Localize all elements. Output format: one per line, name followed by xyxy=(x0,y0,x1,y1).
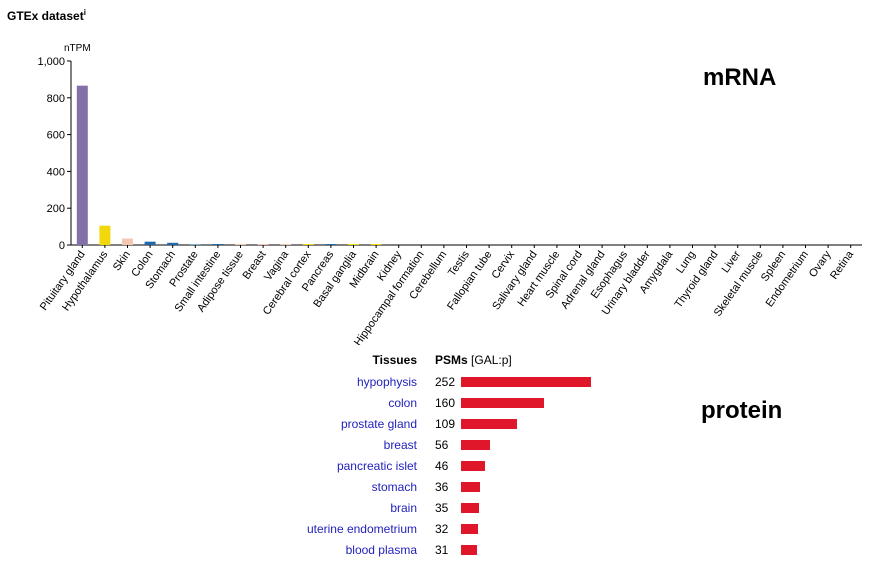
bar xyxy=(122,238,133,245)
bar xyxy=(99,225,111,245)
psms-value: 56 xyxy=(435,438,449,452)
psms-value: 46 xyxy=(435,459,449,473)
psms-value: 160 xyxy=(435,396,456,410)
tissue-link[interactable]: blood plasma xyxy=(345,543,417,557)
psms-header: PSMs [GAL:p] xyxy=(435,353,512,367)
tissue-link[interactable]: breast xyxy=(383,438,417,452)
bar xyxy=(302,244,314,245)
psms-value: 35 xyxy=(435,501,449,515)
tissue-link[interactable]: stomach xyxy=(371,480,417,494)
psms-bar xyxy=(461,377,591,387)
bar xyxy=(189,244,201,245)
table-row: pancreatic islet 46 xyxy=(290,459,690,480)
bar xyxy=(257,244,269,245)
tissue-link[interactable]: pancreatic islet xyxy=(336,459,417,473)
tissues-header: Tissues xyxy=(372,353,417,367)
tissue-link[interactable]: brain xyxy=(390,501,417,515)
tissue-link[interactable]: uterine endometrium xyxy=(306,522,417,536)
psms-bar xyxy=(461,503,480,513)
psms-bar xyxy=(461,482,480,492)
bar xyxy=(212,244,224,245)
y-tick-label: 600 xyxy=(47,130,65,142)
bar xyxy=(235,244,246,245)
y-axis-label: nTPM xyxy=(64,43,91,54)
mrna-label: mRNA xyxy=(703,64,777,91)
info-icon[interactable]: i xyxy=(83,8,86,17)
bar xyxy=(167,242,179,245)
psms-bar xyxy=(461,398,544,408)
bar xyxy=(348,244,359,245)
psms-value: 36 xyxy=(435,480,449,494)
table-row: uterine endometrium 32 xyxy=(290,522,690,543)
protein-label: protein xyxy=(701,397,783,424)
bar xyxy=(325,244,337,245)
bar xyxy=(280,244,292,245)
table-row: stomach 36 xyxy=(290,480,690,501)
psms-unit: [GAL:p] xyxy=(471,353,512,367)
y-tick-label: 400 xyxy=(47,166,65,178)
y-tick-label: 1,000 xyxy=(37,56,65,68)
bar xyxy=(76,85,88,245)
y-tick-label: 200 xyxy=(47,203,65,215)
x-tick-label: Retina xyxy=(828,248,857,282)
table-row: blood plasma 31 xyxy=(290,543,690,564)
title-text: GTEx dataset xyxy=(7,9,84,23)
psms-bar xyxy=(461,524,478,534)
table-row: colon 160 xyxy=(290,396,690,417)
bar xyxy=(144,241,156,245)
table-row: breast 56 xyxy=(290,438,690,459)
psms-value: 109 xyxy=(435,417,456,431)
tissue-link[interactable]: hypophysis xyxy=(356,375,417,389)
psms-value: 31 xyxy=(435,543,449,557)
x-tick-label: Thyroid gland xyxy=(672,249,720,310)
psms-value: 252 xyxy=(435,375,456,389)
chart-title: GTEx dataseti xyxy=(7,8,86,23)
tissue-link[interactable]: colon xyxy=(388,396,417,410)
table-row: prostate gland 109 xyxy=(290,417,690,438)
table-row: brain 35 xyxy=(290,501,690,522)
psms-value: 32 xyxy=(435,522,449,536)
table-row: hypophysis 252 xyxy=(290,375,690,396)
psms-bar xyxy=(461,461,485,471)
psms-bar xyxy=(461,440,490,450)
psms-bar xyxy=(461,419,518,429)
psms-bar xyxy=(461,545,477,555)
psms-header-label: PSMs xyxy=(435,353,468,367)
protein-table-header: Tissues PSMs [GAL:p] xyxy=(290,353,690,374)
x-tick-label: Skin xyxy=(111,249,133,273)
y-tick-label: 800 xyxy=(47,93,65,105)
y-tick-label: 0 xyxy=(59,240,65,252)
bar xyxy=(370,244,382,245)
tissue-link[interactable]: prostate gland xyxy=(340,417,417,431)
